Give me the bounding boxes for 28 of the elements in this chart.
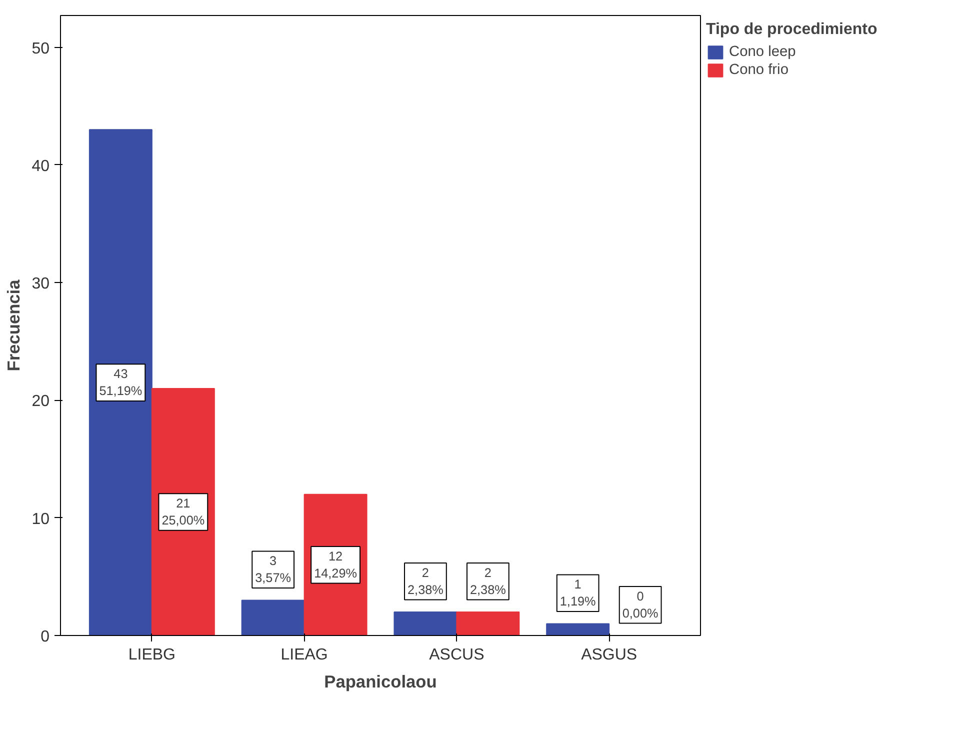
bar: [546, 623, 610, 636]
legend-title: Tipo de procedimiento: [706, 21, 878, 39]
data-label: 0 0,00%: [622, 590, 658, 620]
data-label: 21 25,00%: [162, 496, 205, 528]
data-label: 1 1,19%: [560, 578, 596, 609]
y-tick-label: 50: [32, 40, 50, 58]
legend-label: Cono frio: [729, 62, 788, 78]
bar: [88, 129, 152, 636]
data-label: 43 51,19%: [99, 367, 142, 398]
y-tick-label: 0: [40, 628, 50, 646]
x-tick-label: LIEAG: [280, 646, 328, 664]
y-tick-label: 40: [32, 158, 50, 175]
y-tick-label: 20: [32, 393, 50, 410]
x-tick-label: LIEBG: [128, 646, 176, 664]
data-label: 3 3,57%: [255, 554, 292, 586]
data-label: 2 2,38%: [408, 566, 444, 597]
data-label: 2 2,38%: [470, 566, 506, 597]
bar: [456, 611, 520, 636]
y-axis-title: Frecuencia: [4, 279, 24, 372]
x-axis-title: Papanicolaou: [324, 672, 437, 692]
bar: [394, 611, 458, 636]
bar: [241, 600, 305, 636]
legend-label: Cono leep: [729, 44, 796, 60]
x-tick-label: ASCUS: [429, 646, 484, 664]
data-label: 12 14,29%: [314, 550, 358, 580]
y-tick-label: 10: [32, 510, 50, 528]
y-tick-label: 30: [32, 276, 50, 293]
x-tick-label: ASGUS: [581, 646, 638, 664]
